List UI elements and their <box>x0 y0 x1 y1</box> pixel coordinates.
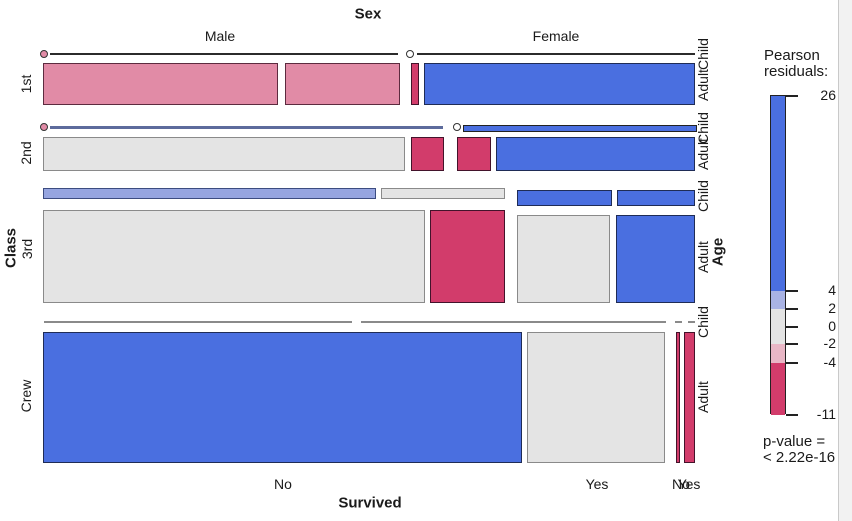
age-level-label: Child <box>695 180 711 212</box>
p-value-line1: p-value = <box>763 433 826 450</box>
sex-level-label: Male <box>204 28 236 44</box>
colorbar-segment <box>771 344 785 363</box>
mosaic-cell <box>616 215 695 303</box>
colorbar-tick <box>786 95 798 97</box>
class-level-label: 2nd <box>18 141 34 165</box>
colorbar-segment <box>771 309 785 344</box>
age-level-label: Adult <box>695 381 711 413</box>
mosaic-cell <box>285 63 400 105</box>
mosaic-cell <box>430 210 505 303</box>
mosaic-cell <box>457 137 491 171</box>
p-value-label: p-value = < 2.22e-16 <box>763 434 835 466</box>
survived-level-label: No <box>672 476 690 492</box>
age-level-label: Adult <box>695 138 711 170</box>
crew-child-line-female-yes <box>688 321 695 323</box>
legend-title-line2: residuals: <box>764 63 829 80</box>
zero-cell-circle-first-female-child-no <box>406 50 414 58</box>
class-level-label: 3rd <box>19 238 35 260</box>
age-level-label: Child <box>695 38 711 70</box>
colorbar-tick <box>786 414 798 416</box>
crew-child-line-male-no <box>44 321 352 323</box>
colorbar-tick <box>786 343 798 345</box>
colorbar-segment <box>771 291 785 309</box>
colorbar-tick-label: 4 <box>828 282 836 298</box>
first-female-child-line <box>417 53 695 55</box>
mosaic-cell <box>411 137 444 171</box>
zero-cell-circle-second-female-child-no <box>453 123 461 131</box>
crew-child-line-male-yes <box>361 321 666 323</box>
mosaic-cell <box>517 190 612 206</box>
mosaic-cell <box>424 63 695 105</box>
zero-cell-circle-first-male-child-no <box>40 50 48 58</box>
mosaic-cell <box>496 137 695 171</box>
age-level-label: Adult <box>695 241 711 273</box>
sex-level-label: Female <box>532 28 580 44</box>
mosaic-cell <box>381 188 505 199</box>
legend-title-line1: Pearson <box>764 47 820 64</box>
age-level-label: Child <box>695 306 711 338</box>
mosaic-cell <box>43 210 425 303</box>
colorbar-tick-label: -4 <box>823 354 836 370</box>
mosaic-cell <box>527 332 665 463</box>
colorbar-tick-label: 2 <box>828 300 836 316</box>
mosaic-cell <box>517 215 610 303</box>
colorbar-tick-label: 0 <box>828 318 836 334</box>
legend-title: Pearson residuals: <box>764 48 828 80</box>
mosaic-cell <box>411 63 419 105</box>
colorbar-tick <box>786 362 798 364</box>
mosaic-cell <box>684 332 695 463</box>
first-male-child-line <box>50 53 398 55</box>
mosaic-cell <box>43 63 278 105</box>
zero-cell-circle-second-male-child-no <box>40 123 48 131</box>
p-value-line2: < 2.22e-16 <box>763 449 836 466</box>
age-axis-title: Age <box>709 237 727 267</box>
colorbar-tick <box>786 308 798 310</box>
class-axis-title: Class <box>2 227 20 269</box>
mosaic-cell <box>43 137 405 171</box>
crew-child-line-female-no <box>675 321 682 323</box>
mosaic-cell <box>617 190 695 206</box>
mosaic-cell <box>43 188 376 199</box>
colorbar-tick-label: -11 <box>816 406 836 422</box>
class-level-label: 1st <box>18 74 34 94</box>
second-male-child-line <box>50 126 443 129</box>
survived-axis-title: Survived <box>338 494 402 512</box>
survived-level-label: Yes <box>677 476 701 492</box>
colorbar-segment <box>771 96 785 291</box>
sex-axis-title: Sex <box>354 5 382 23</box>
residuals-colorbar <box>770 95 786 415</box>
mosaic-cell <box>43 332 522 463</box>
colorbar-segment <box>771 363 785 415</box>
second-female-child-strip <box>463 125 697 132</box>
colorbar-tick <box>786 326 798 328</box>
survived-level-label: No <box>274 476 292 492</box>
colorbar-tick-label: -2 <box>823 335 836 351</box>
colorbar-tick <box>786 290 798 292</box>
right-gutter <box>838 0 852 521</box>
mosaic-cell <box>676 332 680 463</box>
age-level-label: Adult <box>695 69 711 101</box>
colorbar-tick-label: 26 <box>820 87 836 103</box>
class-level-label: Crew <box>18 379 34 413</box>
survived-level-label: Yes <box>585 476 609 492</box>
